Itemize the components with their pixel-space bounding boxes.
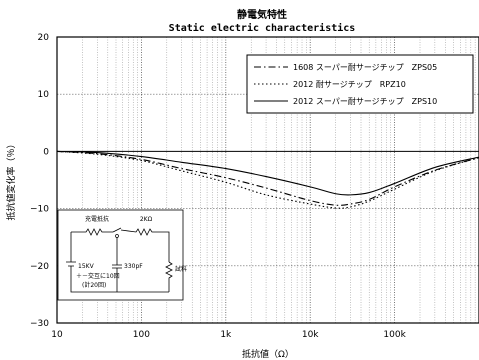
x-tick-label: 10: [51, 330, 63, 340]
circuit-note-line2: (計20回): [82, 281, 106, 289]
series-line-1: [56, 150, 479, 206]
chart-title: 静電気特性: [237, 8, 287, 21]
y-tick-label: 20: [38, 33, 50, 43]
plot-frame: [56, 36, 479, 324]
x-tick-label: 10k: [302, 330, 319, 340]
y-tick-label: 0: [43, 147, 49, 157]
circuit-note-line1: ＋－交互に10回: [76, 272, 120, 280]
x-axis-label: 抵抗値（Ω）: [242, 348, 294, 360]
y-tick-label: −20: [30, 262, 49, 272]
y-tick-label: 10: [38, 90, 50, 100]
legend-label-3: 2012 スーパー耐サージチップ ZPS10: [293, 96, 437, 106]
circuit-wire-top: [71, 228, 170, 262]
legend-label-2: 2012 耐サージチップ RPZ10: [293, 79, 406, 89]
series-lines: [56, 150, 479, 209]
y-axis-label: 抵抗値変化率（％）: [5, 139, 17, 220]
x-tick-label: 100k: [383, 330, 406, 340]
circuit-label-charging-resistor: 充電抵抗: [85, 215, 109, 223]
series-line-2: [56, 150, 479, 209]
circuit-label-resistor-value: 2KΩ: [140, 216, 153, 223]
y-tick-label: −30: [30, 319, 49, 329]
circuit-capacitor: [112, 237, 122, 292]
y-tick-label: −10: [30, 205, 49, 215]
circuit-box: [57, 209, 184, 301]
x-tick-label: 100: [133, 330, 150, 340]
legend-box: [246, 54, 474, 114]
x-tick-label: 1k: [220, 330, 232, 340]
circuit-switch-blade: [112, 227, 122, 233]
inset-circuit-diagram: 充電抵抗 2KΩ 15KV 330pF 試料 ＋－交互に10回 (計20回): [57, 209, 187, 301]
circuit-wire-left: [66, 232, 169, 293]
chart-subtitle: Static electric characteristics: [169, 22, 356, 34]
legend: 1608 スーパー耐サージチップ ZPS05 2012 耐サージチップ RPZ10…: [246, 54, 474, 114]
series-line-3: [56, 150, 479, 196]
circuit-label-sample: 試料: [175, 265, 187, 273]
legend-label-1: 1608 スーパー耐サージチップ ZPS05: [293, 62, 437, 72]
circuit-label-voltage: 15KV: [78, 263, 95, 270]
circuit-sample-resistor: [165, 261, 173, 292]
circuit-label-capacitor: 330pF: [124, 263, 143, 270]
